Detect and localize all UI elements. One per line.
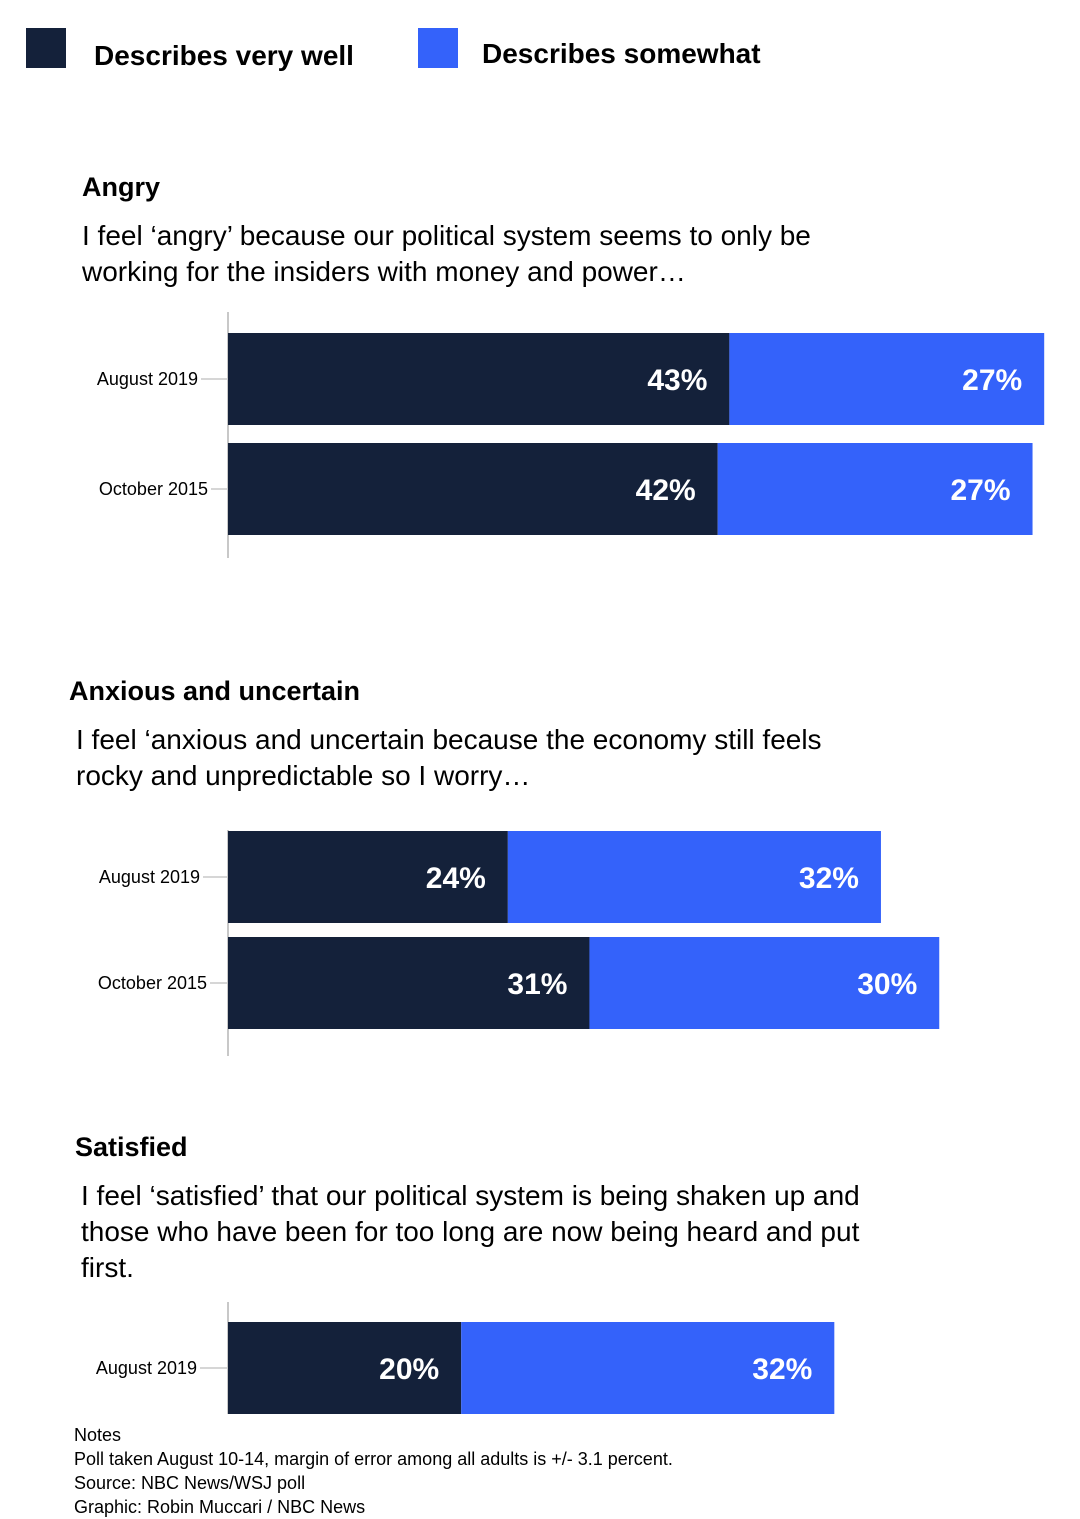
bar-very-well (228, 831, 508, 923)
data-label: 32% (799, 862, 859, 895)
data-label: 24% (426, 862, 486, 895)
bar-very-well (228, 333, 730, 425)
chart-title-satisfied: Satisfied (75, 1132, 188, 1162)
chart-title-anxious: Anxious and uncertain (69, 676, 361, 706)
chart-subtitle-anxious: I feel ‘anxious and uncertain because th… (76, 724, 822, 791)
bar-somewhat (507, 831, 881, 923)
legend-label-somewhat: Describes somewhat (482, 38, 761, 69)
chart-subtitle-satisfied: I feel ‘satisfied’ that our political sy… (81, 1180, 860, 1283)
legend-swatch-somewhat (418, 28, 458, 68)
category-label: October 2015 (98, 973, 207, 993)
bar-very-well (228, 937, 590, 1029)
data-label: 20% (379, 1353, 439, 1386)
data-label: 27% (962, 364, 1022, 397)
chart-subtitle-angry: I feel ‘angry’ because our political sys… (82, 220, 811, 287)
chart-angry: August 2019 43% 27% October 2015 42% 27% (97, 312, 1045, 558)
category-label: October 2015 (99, 479, 208, 499)
data-label: 32% (752, 1353, 812, 1386)
chart-satisfied: August 2019 20% 32% (96, 1302, 835, 1414)
category-label: August 2019 (96, 1358, 197, 1378)
notes-line-source: Source: NBC News/WSJ poll (74, 1473, 306, 1493)
bar-very-well (228, 1322, 462, 1414)
notes-block: Notes Poll taken August 10-14, margin of… (74, 1423, 673, 1519)
bar-somewhat (589, 937, 940, 1029)
notes-line-graphic: Graphic: Robin Muccari / NBC News (74, 1497, 366, 1517)
bar-very-well (228, 443, 718, 535)
bar-somewhat (729, 333, 1045, 425)
chart-title-angry: Angry (82, 172, 161, 202)
data-label: 31% (507, 968, 567, 1001)
data-label: 42% (636, 474, 696, 507)
bar-somewhat (717, 443, 1033, 535)
chart-anxious: August 2019 24% 32% October 2015 31% 30% (98, 830, 940, 1056)
legend-swatch-very-well (26, 28, 66, 68)
legend-label-very-well: Describes very well (94, 40, 354, 71)
notes-line-poll: Poll taken August 10-14, margin of error… (74, 1449, 673, 1469)
data-label: 43% (647, 364, 707, 397)
notes-heading: Notes (74, 1425, 122, 1445)
category-label: August 2019 (97, 369, 198, 389)
bar-somewhat (461, 1322, 835, 1414)
data-label: 27% (950, 474, 1010, 507)
data-label: 30% (857, 968, 917, 1001)
category-label: August 2019 (99, 867, 200, 887)
